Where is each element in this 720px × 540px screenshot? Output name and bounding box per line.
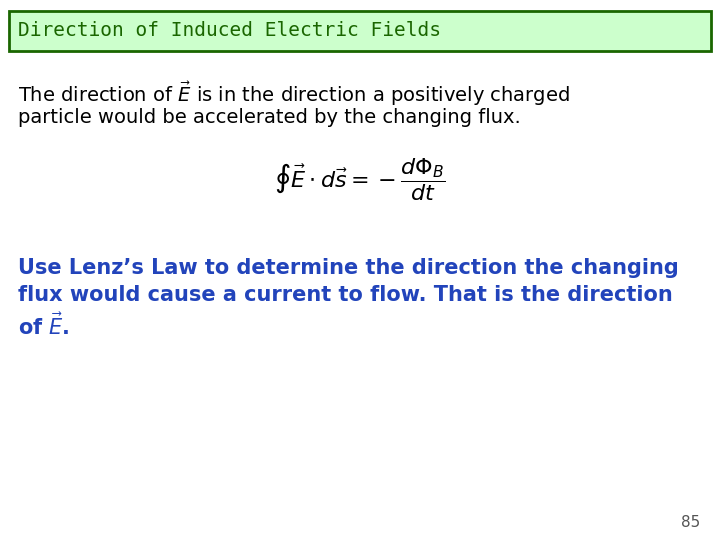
Text: 85: 85 bbox=[680, 515, 700, 530]
Text: particle would be accelerated by the changing flux.: particle would be accelerated by the cha… bbox=[18, 108, 521, 127]
Text: Direction of Induced Electric Fields: Direction of Induced Electric Fields bbox=[18, 22, 441, 40]
Text: The direction of $\vec{E}$ is in the direction a positively charged: The direction of $\vec{E}$ is in the dir… bbox=[18, 80, 570, 108]
Text: of $\vec{E}$.: of $\vec{E}$. bbox=[18, 312, 70, 339]
Text: Use Lenz’s Law to determine the direction the changing: Use Lenz’s Law to determine the directio… bbox=[18, 258, 679, 278]
FancyBboxPatch shape bbox=[9, 11, 711, 51]
Text: flux would cause a current to flow. That is the direction: flux would cause a current to flow. That… bbox=[18, 285, 672, 305]
Text: $\oint \vec{E} \cdot d\vec{s} = -\dfrac{d\Phi_B}{dt}$: $\oint \vec{E} \cdot d\vec{s} = -\dfrac{… bbox=[274, 157, 446, 203]
